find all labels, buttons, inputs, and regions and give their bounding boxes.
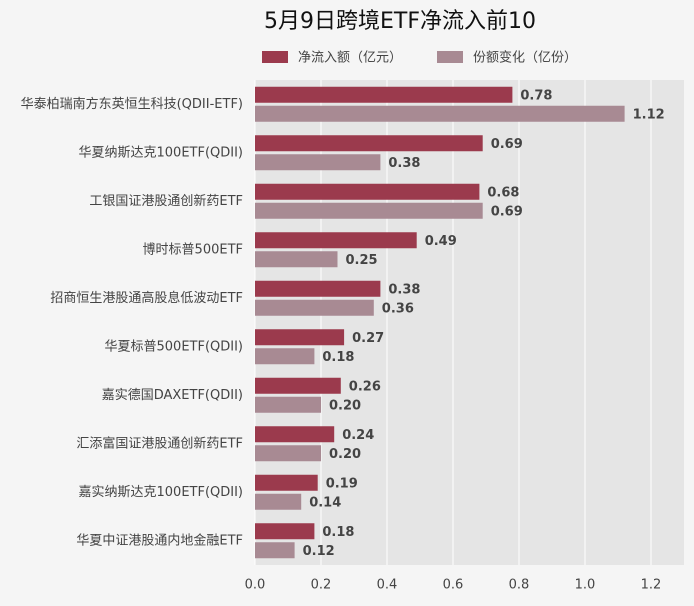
x-tick-label: 0.4 [377,578,398,593]
bar [255,493,302,510]
bar [255,329,345,346]
value-label: 0.18 [322,525,354,540]
plot-area [255,80,684,565]
value-label: 0.78 [520,88,552,103]
value-label: 0.36 [382,301,414,316]
y-tick-label: 博时标普500ETF [143,242,243,257]
y-tick-label: 招商恒生港股通高股息低波动ETF [50,290,243,306]
value-label: 0.14 [309,495,341,510]
bar [255,105,625,122]
value-label: 0.49 [425,234,457,249]
bar [255,202,483,219]
y-tick-label: 嘉实德国DAXETF(QDII) [102,388,243,403]
x-tick-label: 1.0 [575,578,596,593]
bar [255,299,374,316]
y-tick-label: 汇添富国证港股通创新药ETF [76,435,243,451]
x-tick-label: 0.2 [311,578,332,593]
bar [255,280,381,297]
bar [255,445,321,462]
bar [255,474,318,491]
value-label: 0.38 [388,156,420,171]
legend-label: 净流入额（亿元） [298,51,402,66]
bar [255,183,480,200]
bar [255,396,321,413]
legend-label: 份额变化（亿份） [473,50,577,66]
bar [255,251,338,268]
x-tick-label: 0.0 [245,578,266,593]
y-tick-label: 华夏标普500ETF(QDII) [105,339,244,354]
bar [255,232,417,249]
x-tick-label: 0.6 [443,578,464,593]
chart-title: 5月9日跨境ETF净流入前10 [264,9,536,34]
value-label: 0.18 [322,350,354,365]
y-tick-label: 工银国证港股通创新药ETF [89,193,243,209]
bar [255,426,335,443]
bar [255,523,315,540]
bar [255,135,483,152]
value-label: 0.26 [349,379,381,394]
value-label: 0.12 [303,544,335,559]
value-label: 0.69 [491,137,523,152]
value-label: 0.38 [388,282,420,297]
legend-swatch [437,51,463,63]
bar [255,348,315,365]
bar [255,154,381,171]
x-tick-label: 1.2 [641,578,662,593]
value-label: 0.69 [491,204,523,219]
value-label: 0.20 [329,447,361,462]
value-label: 0.20 [329,398,361,413]
y-tick-label: 华泰柏瑞南方东英恒生科技(QDII-ETF) [21,96,243,112]
value-label: 0.27 [352,331,384,346]
y-tick-label: 华夏纳斯达克100ETF(QDII) [79,145,244,160]
value-label: 0.19 [326,476,358,491]
value-label: 0.24 [342,428,374,443]
bar [255,86,513,103]
value-label: 0.25 [346,253,378,268]
bar [255,542,295,559]
value-label: 0.68 [487,185,519,200]
value-label: 1.12 [633,107,665,122]
y-tick-label: 嘉实纳斯达克100ETF(QDII) [79,485,244,500]
legend-swatch [262,51,288,63]
y-tick-label: 华夏中证港股通内地金融ETF [76,532,243,548]
x-tick-label: 0.8 [509,578,530,593]
bar [255,377,341,394]
